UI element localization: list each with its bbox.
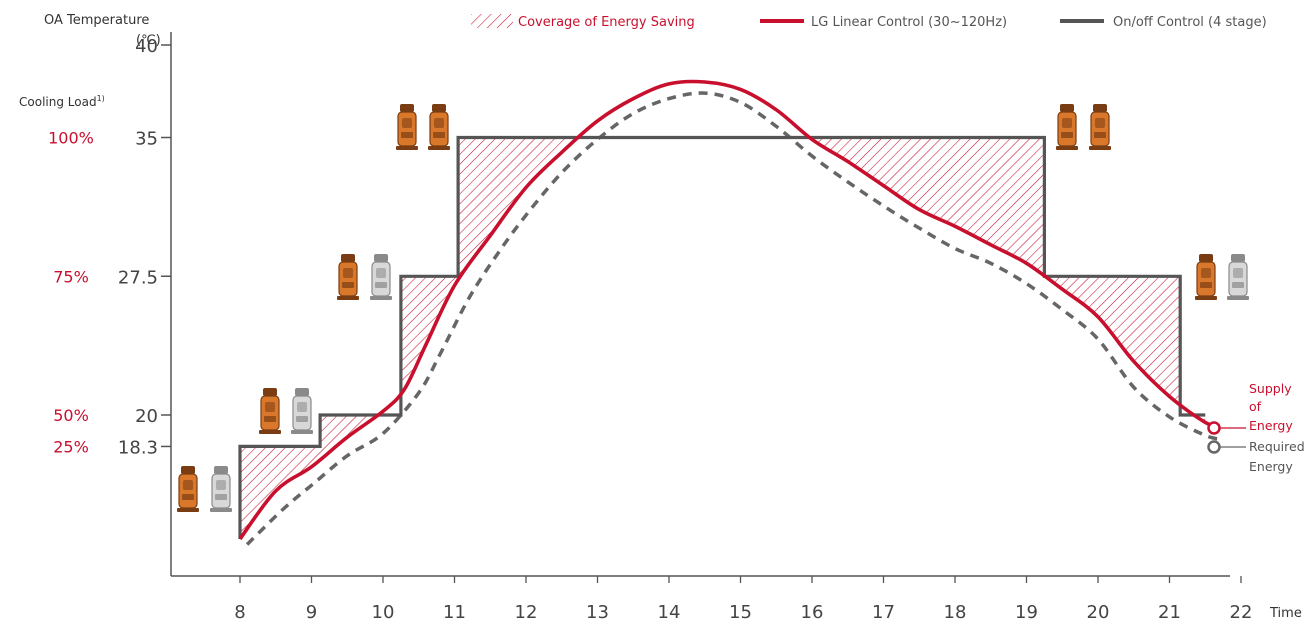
x-tick-label: 10 <box>372 602 395 623</box>
x-tick-label: 14 <box>658 602 681 623</box>
compressor-on-icon <box>1089 104 1111 150</box>
y-tick-label: 27.5 <box>118 267 158 288</box>
cooling-load-label: 100% <box>48 129 94 148</box>
coverage-hatch-above-linear <box>240 137 1206 539</box>
lg-linear-control-series-line <box>238 79 1220 541</box>
onoff-control-series-line <box>238 135 1206 539</box>
x-tick-label: 18 <box>944 602 967 623</box>
required-label-line1: Required <box>1249 439 1305 454</box>
end-markers: Supply of Energy Required Energy <box>1207 381 1309 474</box>
y-tick-label: 40 <box>135 36 158 57</box>
coverage-of-energy-saving <box>240 137 1206 539</box>
supply-label-line2: of <box>1249 399 1262 414</box>
legend: Coverage of Energy Saving LG Linear Cont… <box>471 14 1267 30</box>
x-tick-label: 13 <box>586 602 609 623</box>
load-axis-title-text: Cooling Load <box>19 95 97 109</box>
required-end-marker <box>1207 440 1221 454</box>
compressor-on-icon <box>259 388 281 434</box>
x-tick-label: 20 <box>1087 602 1110 623</box>
compressor-on-icon <box>337 254 359 300</box>
legend-linear-label: LG Linear Control (30~120Hz) <box>811 15 1007 30</box>
x-axis-label: Time <box>1269 606 1302 621</box>
required-label: Required Energy <box>1249 439 1309 474</box>
load-axis-title: Cooling Load1) <box>19 94 105 109</box>
compressor-off-icon <box>1227 254 1249 300</box>
y-axis-title-line1: OA Temperature <box>44 13 149 28</box>
x-tick-label: 19 <box>1015 602 1038 623</box>
x-tick-label: 11 <box>443 602 466 623</box>
x-tick-label: 12 <box>515 602 538 623</box>
x-tick-label: 21 <box>1158 602 1181 623</box>
x-tick-label: 15 <box>729 602 752 623</box>
compressor-on-icon <box>428 104 450 150</box>
supply-label-line1: Supply <box>1249 381 1292 396</box>
required-energy-series-line <box>245 91 1221 546</box>
x-tick-label: 17 <box>872 602 895 623</box>
load-axis-footnote: 1) <box>97 94 105 103</box>
supply-label: Supply of Energy <box>1249 381 1296 433</box>
x-axis-ticks: 8 9 10 11 12 13 14 15 16 17 18 19 20 21 22 <box>234 576 1252 623</box>
x-tick-label: 22 <box>1230 602 1253 623</box>
legend-coverage-swatch <box>471 14 513 28</box>
legend-onoff-label: On/off Control (4 stage) <box>1113 15 1267 30</box>
y-axis-title-line2: (℃) <box>136 33 161 48</box>
compressor-off-icon <box>370 254 392 300</box>
x-tick-label: 9 <box>306 602 317 623</box>
y-tick-label: 18.3 <box>118 437 158 458</box>
compressor-icons <box>177 104 1249 512</box>
compressor-on-icon <box>396 104 418 150</box>
compressor-on-icon <box>1195 254 1217 300</box>
x-tick-label: 8 <box>234 602 245 623</box>
supply-end-marker <box>1207 421 1221 435</box>
cooling-load-label: 25% <box>53 437 89 456</box>
compressor-on-icon <box>1056 104 1078 150</box>
y-axis-ticks: 40 35 100% 27.5 75% 20 50% 18.3 25% <box>48 36 171 458</box>
x-tick-label: 16 <box>801 602 824 623</box>
cooling-load-label: 50% <box>53 406 89 425</box>
legend-coverage-label: Coverage of Energy Saving <box>518 15 695 30</box>
required-label-line2: Energy <box>1249 459 1293 474</box>
y-tick-label: 35 <box>135 129 158 150</box>
compressor-off-icon <box>210 466 232 512</box>
supply-label-line3: Energy <box>1249 418 1293 433</box>
cooling-load-label: 75% <box>53 267 89 286</box>
compressor-off-icon <box>291 388 313 434</box>
y-tick-label: 20 <box>135 406 158 427</box>
compressor-on-icon <box>177 466 199 512</box>
